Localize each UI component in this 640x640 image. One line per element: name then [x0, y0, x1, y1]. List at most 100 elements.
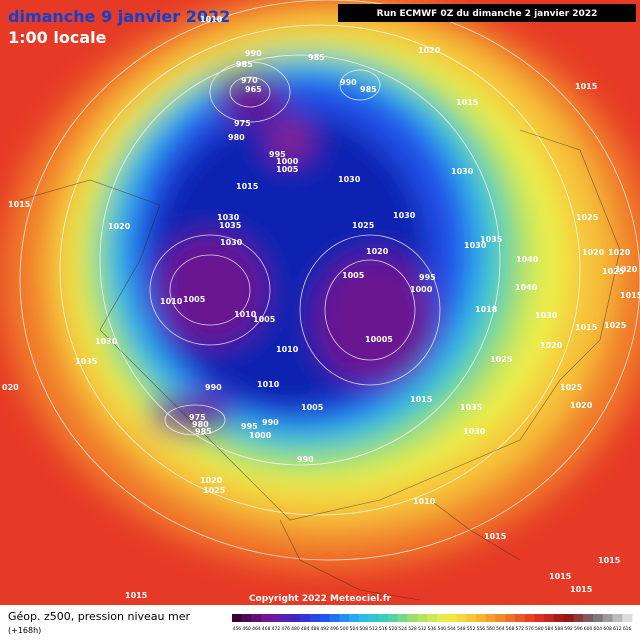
colorbar-label: 464 — [252, 626, 261, 632]
isobar-label: 975 — [234, 119, 251, 128]
isobar-label: 1005 — [183, 295, 206, 304]
colorbar-swatch — [280, 614, 291, 622]
colorbar-label: 608 — [603, 626, 612, 632]
isobar-label: 1010 — [200, 15, 223, 24]
colorbar-label: 564 — [496, 626, 505, 632]
isobar-label: 1010 — [160, 297, 183, 306]
colorbar-label: 500 — [340, 626, 349, 632]
isobar-label: 1030 — [463, 427, 486, 436]
isobar-label: 1030 — [464, 241, 487, 250]
colorbar-label: 588 — [555, 626, 564, 632]
isobar-label: 1030 — [451, 167, 474, 176]
isobar-label: 10005 — [365, 335, 393, 344]
colorbar-swatch — [622, 614, 633, 622]
colorbar-label: 508 — [359, 626, 368, 632]
colorbar-swatch — [378, 614, 389, 622]
isobar-label: 995 — [241, 422, 258, 431]
isobar-label: 990 — [262, 418, 279, 427]
isobar-label: 1005 — [342, 271, 365, 280]
isobar-label: 1010 — [413, 497, 436, 506]
isobar-label: 1030 — [220, 238, 243, 247]
isobar-label: 1025 — [352, 221, 375, 230]
isobar-label: 1015 — [549, 572, 572, 581]
run-info: Run ECMWF 0Z du dimanche 2 janvier 2022 — [377, 9, 598, 19]
colorbar-label: 524 — [398, 626, 407, 632]
isobar-label: 1040 — [515, 283, 538, 292]
colorbar-swatch — [329, 614, 340, 622]
isobar-label: 1005 — [301, 403, 324, 412]
isobar-label: 985 — [360, 85, 377, 94]
colorbar-label: 540 — [437, 626, 446, 632]
colorbar-label: 580 — [535, 626, 544, 632]
map-subtitle: 1:00 locale — [8, 28, 107, 47]
isobar-label: 985 — [236, 60, 253, 69]
map-field — [0, 0, 640, 605]
colorbar-label: 560 — [486, 626, 495, 632]
colorbar-label: 612 — [613, 626, 622, 632]
isobar-label: 1018 — [475, 305, 498, 314]
colorbar-swatch — [241, 614, 252, 622]
isobar-label: 1000 — [276, 157, 299, 166]
colorbar-label: 536 — [428, 626, 437, 632]
isobar-label: 1020 — [366, 247, 389, 256]
isobar-label: 1015 — [620, 291, 640, 300]
isobar-label: 1035 — [460, 403, 483, 412]
isobar-label: 1000 — [249, 431, 272, 440]
colorbar-label: 572 — [516, 626, 525, 632]
isobar-label: 1015 — [570, 585, 593, 594]
isobar-label: 995 — [269, 150, 286, 159]
colorbar-swatch — [456, 614, 467, 622]
run-box — [338, 4, 636, 22]
isobar-label: 1025 — [576, 213, 599, 222]
isobar-label: 1025 — [560, 383, 583, 392]
colorbar-swatch — [271, 614, 282, 622]
colorbar-swatch — [261, 614, 272, 622]
isobar-label: 1015 — [410, 395, 433, 404]
colorbar-label: 584 — [545, 626, 554, 632]
isobar-label: 1025 — [203, 486, 226, 495]
colorbar-swatch — [612, 614, 623, 622]
isobar-label: 1030 — [95, 337, 118, 346]
isobar-label: 1030 — [338, 175, 361, 184]
isobar-label: 990 — [245, 49, 262, 58]
isobar-label: 975 — [189, 413, 206, 422]
colorbar-label: 504 — [350, 626, 359, 632]
colorbar-swatch — [300, 614, 311, 622]
isobar-label: 1020 — [608, 248, 631, 257]
colorbar-swatch — [349, 614, 360, 622]
colorbar-swatch — [466, 614, 477, 622]
colorbar-label: 484 — [301, 626, 310, 632]
isobar-label: 1015 — [484, 532, 507, 541]
colorbar-label: 528 — [408, 626, 417, 632]
colorbar-swatch — [475, 614, 486, 622]
isobar-label: 985 — [308, 53, 325, 62]
isobar-label: 1020 — [582, 248, 605, 257]
isobar-label: 985 — [195, 427, 212, 436]
colorbar-swatch — [232, 614, 243, 622]
isobar-label: 1010 — [276, 345, 299, 354]
colorbar-swatch — [290, 614, 301, 622]
isobar-label: 1015 — [575, 82, 598, 91]
isobar-label: 1015 — [598, 556, 621, 565]
colorbar-swatch — [573, 614, 584, 622]
colorbar-label: 480 — [291, 626, 300, 632]
colorbar-label: 604 — [594, 626, 603, 632]
isobar-label: 970 — [241, 76, 258, 85]
colorbar-swatch — [388, 614, 399, 622]
colorbar-swatch — [553, 614, 565, 622]
isobar-label: 1025 — [604, 321, 627, 330]
isobar-label: 1020 — [418, 46, 441, 55]
footer-title: Géop. z500, pression niveau mer — [8, 610, 191, 623]
colorbar-label: 456 — [233, 626, 242, 632]
colorbar-swatch — [602, 614, 613, 622]
colorbar-label: 496 — [330, 626, 339, 632]
colorbar-swatch — [397, 614, 408, 622]
colorbar-swatch — [407, 614, 418, 622]
isobar-label: 980 — [192, 420, 209, 429]
colorbar: 456 460 464 468 472 476 480 484 488 492 496 500 504 5… — [232, 614, 633, 632]
isobar-label: 1010 — [257, 380, 280, 389]
colorbar-swatch — [427, 614, 438, 622]
footer-bg — [0, 605, 640, 640]
isobar-label: 1025 — [490, 355, 513, 364]
